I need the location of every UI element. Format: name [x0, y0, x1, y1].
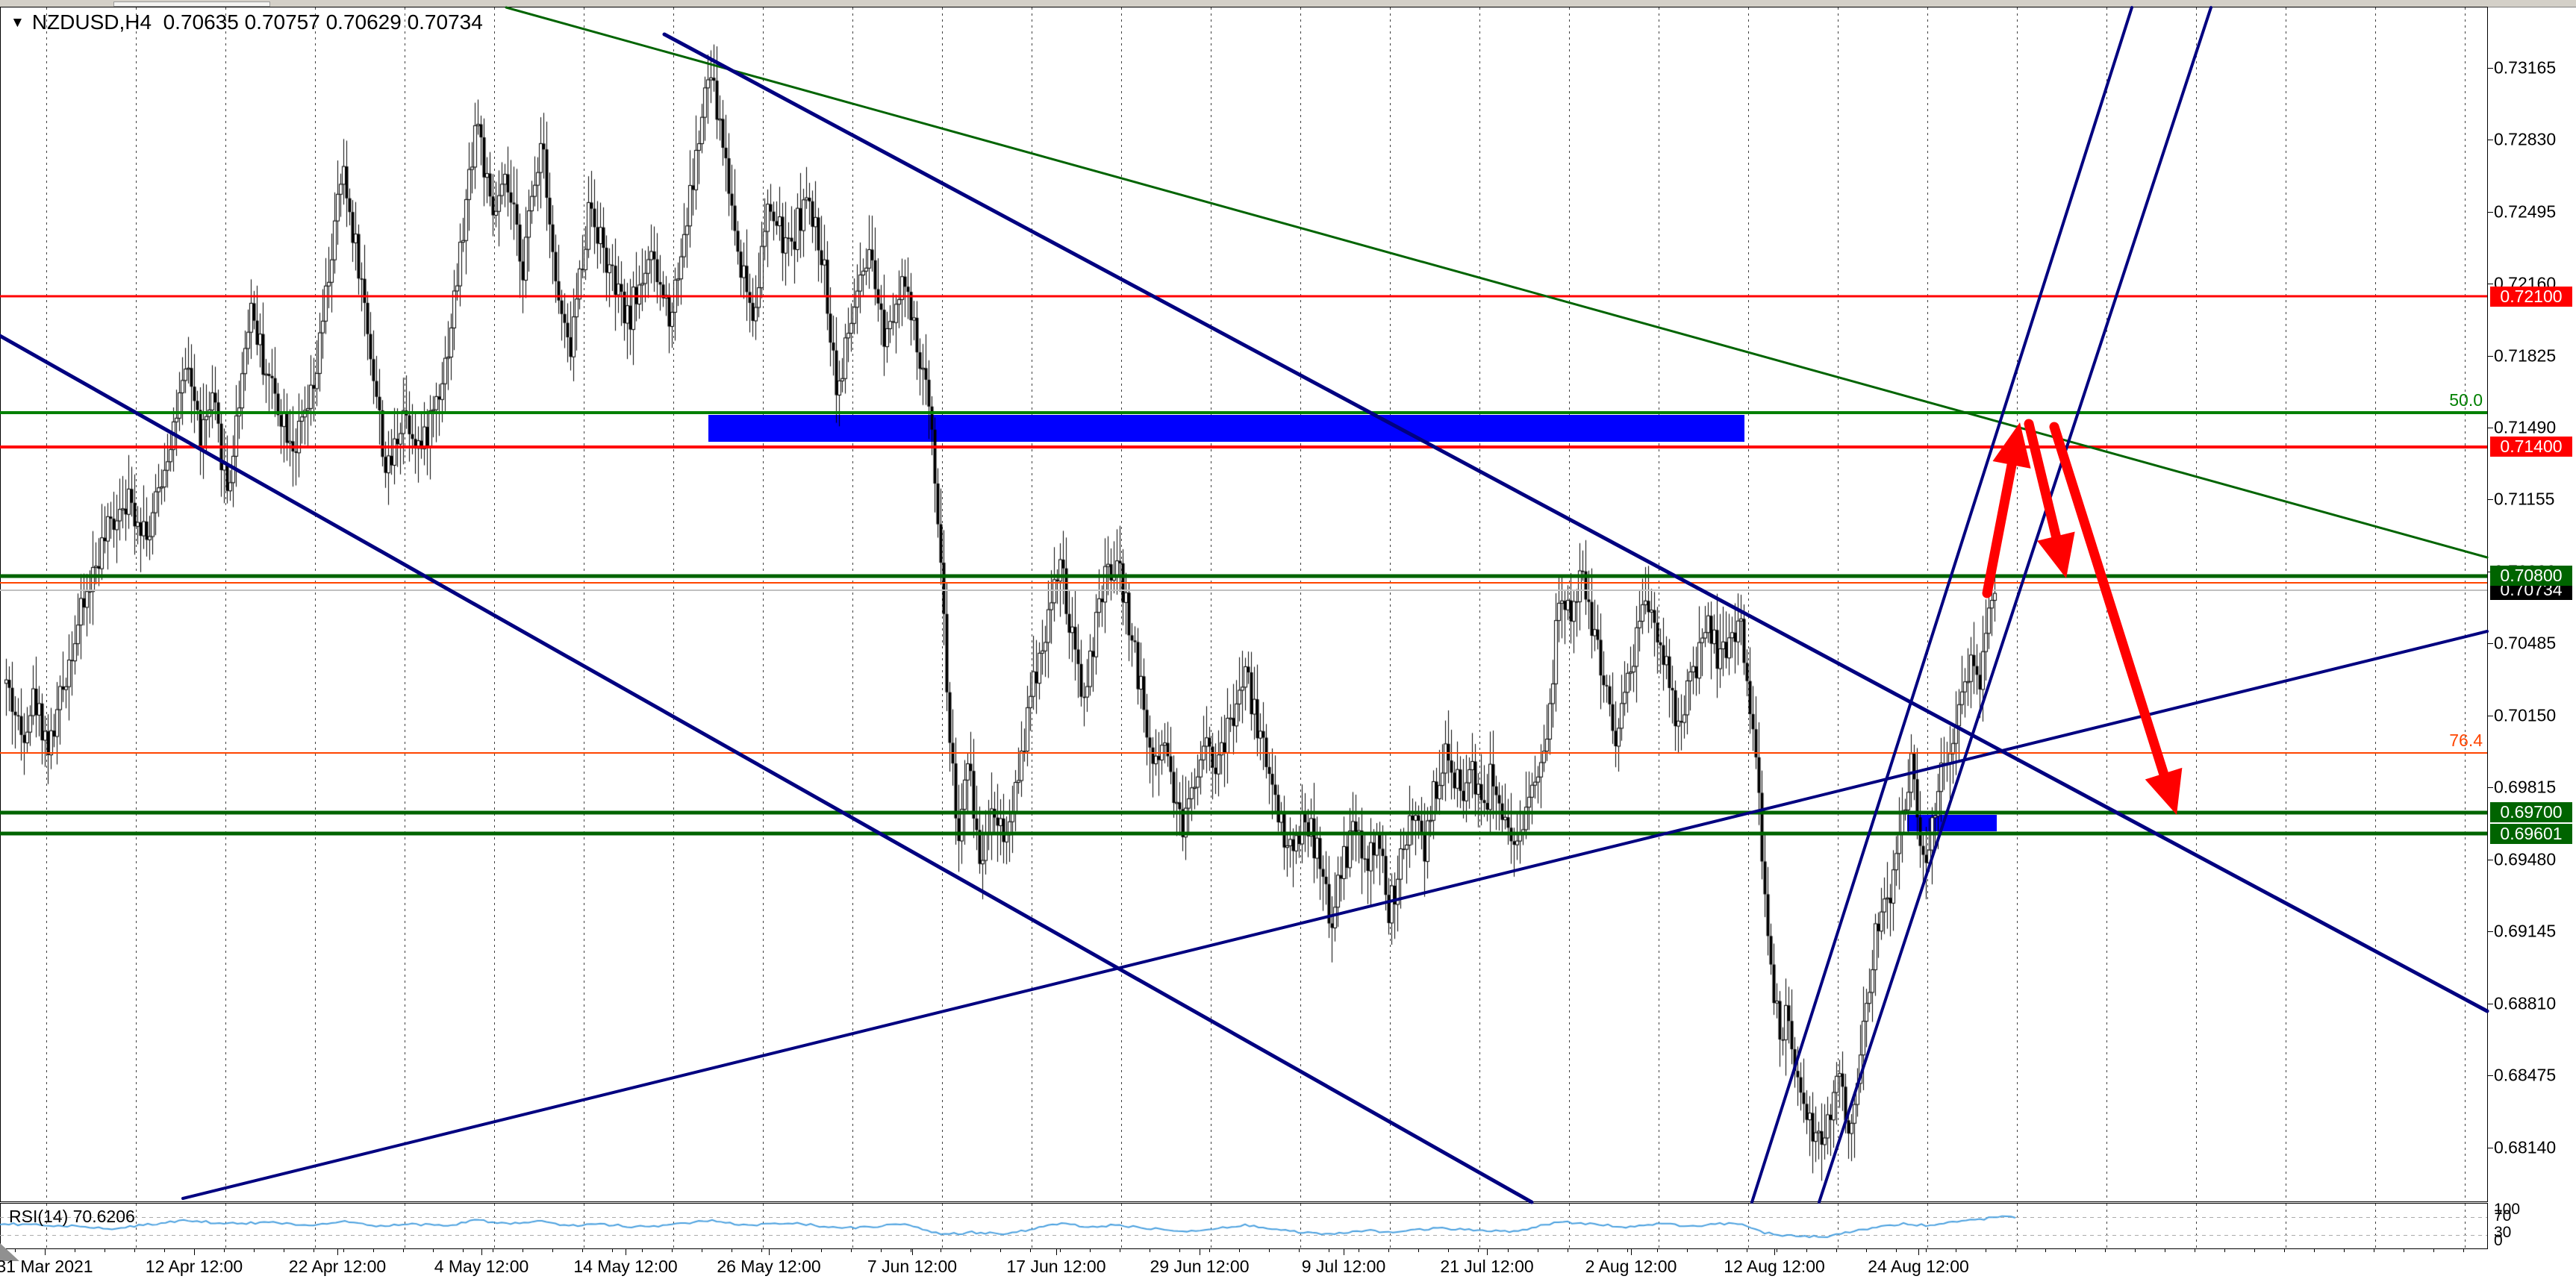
price-tick-label: 0.69145	[2494, 921, 2557, 941]
annotation-arrow-up-1[interactable]	[1982, 422, 2031, 598]
fib-label-76.4: 76.4	[2449, 731, 2483, 751]
ohlc-text: NZDUSD,H4 0.70635 0.70757 0.70629 0.7073…	[31, 10, 483, 34]
price-tick-label: 0.69480	[2494, 849, 2557, 869]
time-label: 22 Apr 12:00	[288, 1257, 387, 1276]
price-tick-label: 0.68810	[2494, 993, 2557, 1013]
rsi-scale-label-30: 30	[2494, 1224, 2512, 1241]
fib-label-50.0: 50.0	[2449, 390, 2483, 410]
price-tick-label: 0.71490	[2494, 417, 2557, 437]
time-label: 12 Aug 12:00	[1724, 1257, 1825, 1276]
rsi-indicator-label: RSI(14) 70.6206	[9, 1207, 135, 1226]
price-tick-label: 0.70150	[2494, 705, 2557, 725]
price-badge-0.69601: 0.69601	[2490, 823, 2572, 844]
price-badge-0.72100: 0.72100	[2490, 286, 2572, 307]
price-axis-ticks	[2487, 68, 2493, 1148]
trendline-1[interactable]	[505, 6, 2489, 559]
time-label: 17 Jun 12:00	[1006, 1257, 1106, 1276]
price-badge-0.69700: 0.69700	[2490, 802, 2572, 823]
price-badge-0.71400: 0.71400	[2490, 437, 2572, 457]
trendline-4[interactable]	[181, 630, 2489, 1200]
trendline-3[interactable]	[0, 334, 1534, 1204]
symbol-ohlc-header: ▼ NZDUSD,H4 0.70635 0.70757 0.70629 0.707…	[10, 10, 483, 34]
time-label: 21 Jul 12:00	[1440, 1257, 1534, 1276]
price-tick-label: 0.69815	[2494, 777, 2557, 797]
time-label: 26 May 12:00	[717, 1257, 821, 1276]
time-label: 14 May 12:00	[573, 1257, 678, 1276]
time-label: 2 Aug 12:00	[1585, 1257, 1677, 1276]
trendline-2[interactable]	[662, 32, 2489, 1013]
annotation-arrow-down-2[interactable]	[2024, 419, 2075, 578]
scroll-corner-wedge	[0, 1243, 19, 1261]
rsi-scale-label-100: 100	[2494, 1201, 2521, 1218]
price-tick-label: 0.71155	[2494, 489, 2555, 509]
time-label: 29 Jun 12:00	[1150, 1257, 1250, 1276]
quick-trade-arrow-icon[interactable]: ▼	[10, 15, 25, 31]
horizontal-level-lines[interactable]	[0, 295, 2487, 836]
time-label: 31 Mar 2021	[0, 1257, 93, 1276]
trendline-6[interactable]	[1818, 6, 2212, 1204]
time-label: 9 Jul 12:00	[1301, 1257, 1386, 1276]
time-label: 12 Apr 12:00	[145, 1257, 243, 1276]
rsi-scale-label-70: 70	[2494, 1207, 2512, 1225]
price-tick-label: 0.73165	[2494, 57, 2557, 78]
price-tick-label: 0.68475	[2494, 1065, 2557, 1085]
price-tick-label: 0.68140	[2494, 1137, 2557, 1157]
time-label: 4 May 12:00	[434, 1257, 529, 1276]
price-tick-label: 0.70485	[2494, 633, 2557, 653]
price-badge-0.70800: 0.70800	[2490, 566, 2572, 587]
price-tick-label: 0.72830	[2494, 129, 2557, 149]
time-label: 24 Aug 12:00	[1868, 1257, 1969, 1276]
price-tick-label: 0.72495	[2494, 201, 2557, 222]
rsi-scale-label-0: 0	[2494, 1232, 2503, 1249]
time-label: 7 Jun 12:00	[867, 1257, 958, 1276]
time-axis-ticks	[15, 1249, 2464, 1255]
price-tick-label: 0.71825	[2494, 345, 2557, 365]
trendline-5[interactable]	[1750, 6, 2133, 1204]
annotation-arrow-down-3[interactable]	[2049, 422, 2183, 815]
